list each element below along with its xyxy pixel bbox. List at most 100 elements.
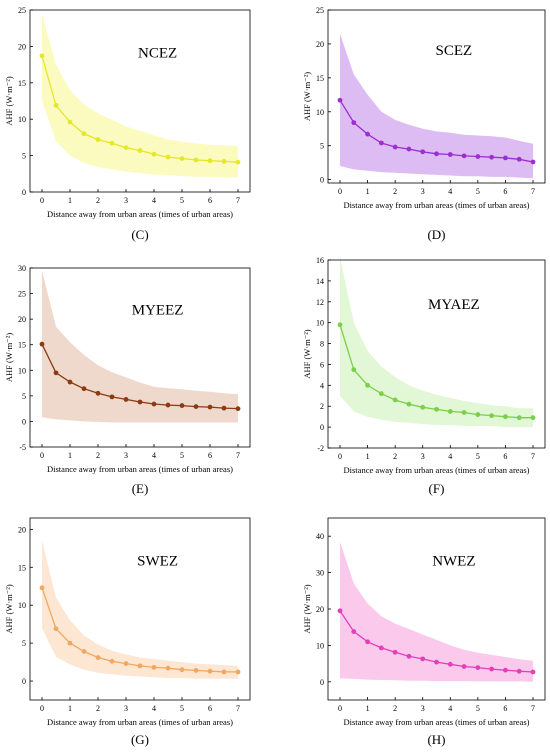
data-point [420, 656, 426, 662]
y-tick-label: 10 [316, 108, 324, 117]
plot-frame [327, 9, 546, 184]
x-tick-label: 2 [393, 187, 397, 196]
data-point [221, 669, 227, 675]
panel-title: NWEZ [432, 553, 475, 569]
chart-panel-3: -5 0 5 10 15 20 25 30 0 1 2 3 4 5 6 7 MYEEZ AHF (W·m⁻²) Di… [4, 264, 251, 496]
x-tick-label: 4 [152, 704, 156, 713]
data-point [434, 151, 439, 157]
x-tick-label: 7 [236, 196, 240, 205]
x-tick-label: 1 [366, 187, 370, 196]
y-tick-label: 10 [18, 601, 26, 610]
y-tick-label: 15 [18, 79, 26, 88]
data-point [378, 645, 384, 651]
data-point [447, 661, 453, 667]
x-tick-label: 1 [68, 704, 72, 713]
data-point [406, 401, 412, 407]
data-point [179, 403, 185, 408]
x-tick-label: 2 [96, 196, 100, 205]
uncertainty-band [340, 541, 533, 682]
data-point [351, 367, 357, 373]
y-tick-label: 0 [22, 188, 26, 197]
data-point [123, 397, 129, 402]
y-tick-label: 0 [320, 176, 324, 185]
y-tick-label: 40 [316, 532, 324, 541]
data-point [95, 137, 101, 142]
x-tick-label: 5 [476, 704, 480, 713]
panel-letter: (C) [131, 227, 148, 242]
x-tick-label: 0 [40, 451, 44, 460]
x-tick-label: 6 [208, 704, 212, 713]
data-point [392, 397, 398, 403]
panel-title: NCEZ [138, 45, 177, 61]
data-point [235, 159, 241, 165]
data-point [530, 159, 536, 165]
data-point [503, 667, 508, 673]
y-tick-label: 10 [316, 319, 324, 328]
plot-frame [327, 259, 546, 449]
x-tick-label: 4 [152, 451, 156, 460]
data-point [179, 667, 185, 673]
x-tick-label: 2 [393, 452, 397, 461]
y-tick-label: 14 [316, 277, 324, 286]
data-point [475, 154, 481, 159]
data-point [109, 394, 115, 400]
data-point [365, 382, 370, 388]
data-point [235, 406, 241, 412]
data-point [165, 402, 171, 408]
data-point [378, 140, 384, 146]
data-point [151, 151, 157, 157]
x-tick-label: 3 [124, 451, 128, 460]
x-tick-label: 5 [476, 187, 480, 196]
y-tick-label: 2 [320, 402, 324, 411]
y-tick-label: 20 [18, 525, 26, 534]
data-point [67, 119, 73, 125]
panel-letter: (H) [427, 732, 445, 747]
uncertainty-band [340, 33, 533, 179]
x-tick-label: 2 [96, 451, 100, 460]
x-axis-label: Distance away from urban areas (times of… [47, 464, 233, 474]
x-tick-label: 5 [476, 452, 480, 461]
y-tick-label: 30 [316, 569, 324, 578]
y-tick-label: 20 [18, 42, 26, 51]
x-tick-label: 6 [208, 451, 212, 460]
data-point [434, 406, 439, 412]
y-axis-label: AHF (W·m⁻²) [302, 584, 312, 633]
plot-frame [29, 9, 251, 193]
y-tick-label: 10 [18, 115, 26, 124]
x-axis-label: Distance away from urban areas (times of… [344, 465, 530, 475]
y-tick-label: 12 [316, 298, 324, 307]
x-tick-label: 3 [421, 452, 425, 461]
data-point [123, 661, 129, 666]
y-tick-label: -5 [19, 443, 26, 452]
data-point [207, 668, 213, 674]
y-tick-label: 10 [316, 641, 324, 650]
data-point [434, 659, 439, 665]
x-tick-label: 3 [421, 187, 425, 196]
panel-title: MYEEZ [132, 303, 184, 319]
y-tick-label: -2 [317, 444, 324, 453]
data-point [81, 649, 87, 654]
panel-letter: (D) [427, 227, 445, 242]
x-tick-label: 5 [180, 196, 184, 205]
x-tick-label: 6 [208, 196, 212, 205]
data-point [179, 156, 185, 161]
y-tick-label: 5 [320, 142, 324, 151]
data-point [530, 415, 536, 421]
data-point [489, 666, 495, 672]
x-tick-label: 0 [338, 704, 342, 713]
y-tick-label: 25 [18, 6, 26, 15]
y-tick-label: 0 [320, 678, 324, 687]
x-tick-label: 4 [448, 704, 452, 713]
x-axis-label: Distance away from urban areas (times of… [47, 209, 233, 219]
y-tick-label: 25 [316, 6, 324, 15]
data-point [95, 390, 101, 396]
data-point [447, 409, 453, 414]
data-point [337, 97, 343, 103]
data-point [392, 649, 398, 655]
data-point [420, 149, 426, 155]
x-tick-label: 6 [503, 704, 507, 713]
uncertainty-band [340, 256, 533, 428]
data-point [137, 399, 143, 405]
